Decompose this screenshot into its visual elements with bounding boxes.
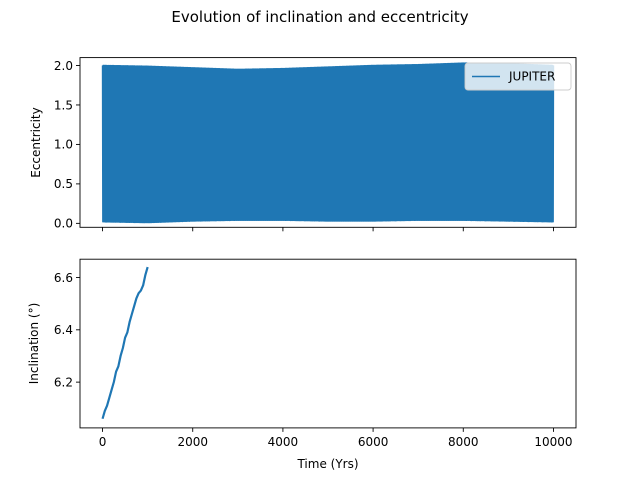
inclination-ytick-label: 6.4: [54, 323, 73, 337]
eccentricity-ytick-label: 1.5: [54, 98, 73, 112]
eccentricity-axes: 0.0 0.5 1.0 1.5 2.0 Eccentricity JUPITER: [29, 57, 577, 232]
legend-box: [464, 62, 572, 91]
inclination-xtick-label: 4000: [268, 435, 299, 449]
inclination-xtick-label: 2000: [177, 435, 208, 449]
series-line-inclination: [101, 266, 149, 420]
eccentricity-ytick-label: 0.0: [54, 217, 73, 231]
legend: JUPITER: [464, 62, 572, 91]
inclination-axes-frame: [79, 258, 577, 429]
eccentricity-ytick-label: 0.5: [54, 177, 73, 191]
eccentricity-axes-frame: [79, 57, 577, 228]
eccentricity-ytick-label: 1.0: [54, 138, 73, 152]
inclination-xtick-label: 10000: [534, 435, 572, 449]
eccentricity-ytick-label: 2.0: [54, 59, 73, 73]
inclination-ylabel: Inclination (°): [27, 303, 41, 385]
series-line-jupiter: [101, 62, 555, 224]
inclination-ytick-label: 6.2: [54, 375, 73, 389]
inclination-xtick-label: 0: [99, 435, 107, 449]
figure-title: Evolution of inclination and eccentricit…: [171, 8, 468, 26]
inclination-axes: 0 2000 4000 6000 8000 10000 6.2 6.4 6.6 Inclinat…: [27, 258, 577, 471]
inclination-xtick-label: 8000: [448, 435, 479, 449]
inclination-xtick-label: 6000: [358, 435, 389, 449]
legend-label-jupiter: JUPITER: [508, 70, 555, 84]
time-xlabel: Time (Yrs): [296, 457, 358, 471]
inclination-ytick-label: 6.6: [54, 271, 73, 285]
eccentricity-ylabel: Eccentricity: [29, 107, 43, 177]
